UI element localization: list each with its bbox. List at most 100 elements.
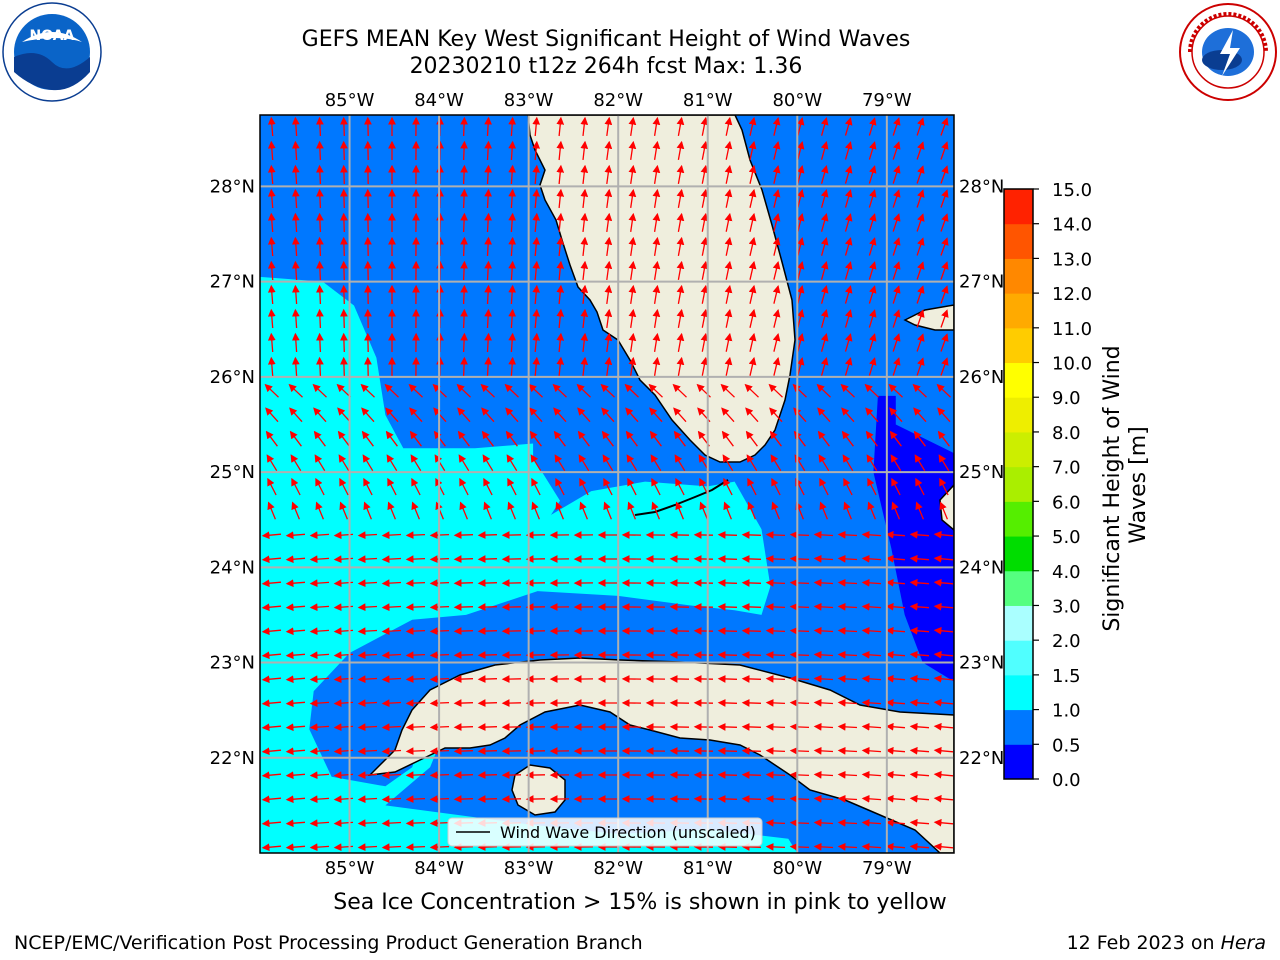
wave-direction-arrow (289, 407, 303, 423)
wave-direction-arrow (700, 332, 709, 352)
wave-direction-arrow (309, 627, 330, 636)
wave-direction-arrow (700, 284, 709, 304)
wave-direction-arrow (624, 383, 639, 398)
wave-direction-arrow (796, 189, 805, 208)
wave-direction-arrow (673, 407, 687, 423)
wave-direction-arrow (915, 501, 925, 520)
wave-direction-arrow (477, 843, 498, 851)
wave-direction-arrow (628, 212, 637, 232)
wave-direction-arrow (508, 140, 517, 161)
wave-direction-arrow (769, 430, 782, 447)
lon-tick-label-top: 81°W (683, 90, 733, 111)
wave-direction-arrow (817, 430, 830, 447)
wave-direction-arrow (626, 454, 638, 472)
wave-direction-arrow (744, 383, 759, 398)
wave-direction-arrow (861, 842, 882, 851)
wave-direction-arrow (576, 383, 591, 398)
wave-direction-arrow (748, 188, 757, 208)
footer-date-text: 12 Feb 2023 on (1066, 932, 1221, 954)
wave-direction-arrow (940, 165, 949, 184)
wave-direction-arrow (796, 285, 805, 304)
wave-direction-arrow (604, 332, 613, 352)
wave-direction-arrow (717, 747, 738, 755)
wave-direction-arrow (724, 236, 733, 256)
wave-direction-arrow (717, 651, 738, 659)
wave-direction-arrow (556, 308, 565, 329)
wave-direction-arrow (528, 383, 543, 398)
wave-direction-arrow (360, 383, 375, 398)
wave-direction-arrow (381, 531, 402, 540)
wave-direction-arrow (267, 236, 276, 257)
wave-direction-arrow (357, 651, 378, 660)
wave-direction-arrow (789, 530, 810, 539)
wave-direction-arrow (309, 675, 330, 684)
wave-direction-arrow (484, 188, 493, 209)
wave-direction-arrow (285, 699, 306, 708)
wave-direction-arrow (385, 430, 398, 447)
wave-direction-arrow (554, 454, 566, 472)
colorbar-tick-label: 0.5 (1052, 735, 1081, 756)
wave-direction-arrow (556, 188, 565, 209)
colorbar-segment (1004, 431, 1033, 468)
wave-direction-arrow (837, 554, 858, 563)
wave-direction-arrow (337, 430, 350, 447)
wave-direction-arrow (741, 651, 762, 659)
wave-direction-arrow (717, 627, 738, 635)
wave-direction-arrow (453, 699, 474, 707)
wave-direction-arrow (868, 213, 877, 232)
wave-direction-arrow (933, 650, 954, 659)
wave-direction-arrow (938, 454, 950, 472)
colorbar-tick-label: 7.0 (1052, 458, 1081, 479)
wave-direction-arrow (933, 530, 954, 539)
wave-direction-arrow (700, 140, 709, 160)
wave-direction-arrow (337, 407, 351, 423)
wave-direction-arrow (765, 674, 786, 683)
wave-direction-arrow (556, 260, 565, 281)
wave-direction-arrow (674, 454, 686, 472)
wave-direction-arrow (813, 674, 834, 683)
wave-direction-arrow (861, 746, 882, 755)
wave-direction-arrow (741, 531, 762, 539)
wave-direction-arrow (796, 165, 805, 184)
wave-direction-arrow (772, 309, 781, 328)
wave-direction-arrow (553, 430, 566, 447)
wave-direction-arrow (508, 308, 517, 329)
wave-direction-arrow (381, 747, 402, 756)
wave-direction-arrow (651, 477, 661, 496)
colorbar-tick-label: 6.0 (1052, 492, 1081, 513)
lon-tick-label-bottom: 81°W (683, 858, 733, 879)
wave-direction-arrow (603, 477, 613, 496)
wave-direction-arrow (484, 236, 493, 257)
wave-direction-arrow (261, 843, 282, 852)
colorbar-tick-label: 9.0 (1052, 388, 1081, 409)
wave-direction-arrow (291, 236, 300, 257)
wave-direction-arrow (261, 747, 282, 756)
wave-direction-arrow (532, 356, 541, 377)
lon-tick-label-bottom: 83°W (504, 858, 554, 879)
wave-direction-arrow (508, 284, 517, 305)
colorbar-segment (1004, 189, 1033, 225)
wave-direction-arrow (813, 770, 834, 779)
wave-direction-arrow (291, 188, 300, 209)
wave-direction-arrow (916, 285, 925, 304)
wave-direction-arrow (772, 285, 781, 304)
wave-direction-arrow (940, 189, 949, 208)
wave-direction-arrow (381, 675, 402, 684)
wave-direction-arrow (504, 383, 519, 398)
wave-direction-arrow (484, 212, 493, 233)
wave-direction-arrow (267, 212, 276, 233)
wave-direction-arrow (409, 430, 422, 447)
lon-tick-label-top: 83°W (504, 90, 554, 111)
wave-direction-arrow (867, 477, 877, 496)
wave-direction-arrow (939, 477, 949, 496)
wave-direction-arrow (844, 117, 853, 136)
wave-direction-arrow (529, 430, 542, 447)
wave-direction-arrow (940, 261, 949, 280)
wave-direction-arrow (796, 141, 805, 160)
wave-direction-arrow (649, 430, 662, 447)
wave-direction-arrow (265, 430, 278, 447)
wave-direction-arrow (285, 819, 306, 828)
wave-direction-arrow (796, 333, 805, 352)
wave-direction-arrow (381, 843, 402, 852)
axis-tick-labels: 85°W 85°W 84°W 84°W 83°W 83°W 82°W 82°W 81°W 81°W… (210, 90, 1005, 879)
